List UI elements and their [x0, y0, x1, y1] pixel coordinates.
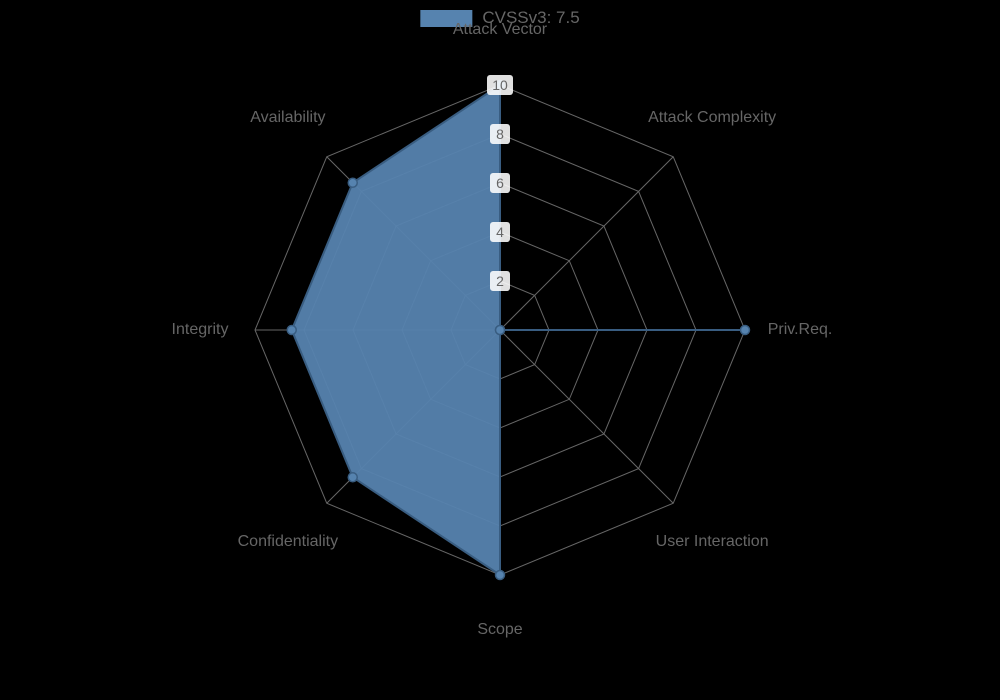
- series-marker: [348, 178, 357, 187]
- chart-container: CVSSv3: 7.5 246810Attack VectorAttack Co…: [0, 0, 1000, 700]
- series-marker: [496, 326, 505, 335]
- series-marker: [741, 326, 750, 335]
- series-marker: [496, 571, 505, 580]
- radar-svg: [0, 0, 1000, 700]
- series-marker: [348, 473, 357, 482]
- series-marker: [287, 326, 296, 335]
- radar-chart: 246810Attack VectorAttack ComplexityPriv…: [0, 0, 1000, 700]
- series-area: [292, 85, 745, 575]
